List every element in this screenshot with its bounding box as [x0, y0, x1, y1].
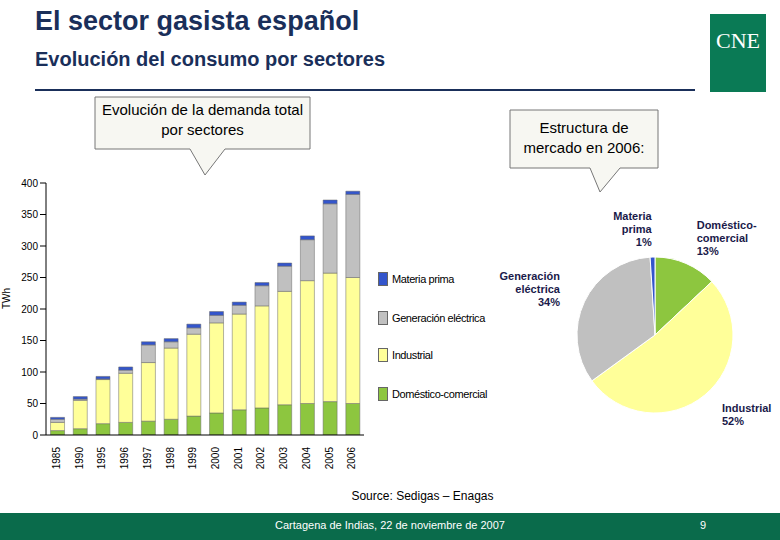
html-text:9: 9 [700, 519, 707, 531]
svg-text:Materiaprima1%: Materiaprima1% [613, 210, 652, 248]
svg-text:2004: 2004 [301, 447, 312, 470]
svg-text:1996: 1996 [119, 447, 130, 470]
svg-text:Doméstico-comercial13%: Doméstico-comercial13% [697, 219, 757, 257]
svg-text:250: 250 [21, 272, 38, 283]
svg-text:150: 150 [21, 335, 38, 346]
svg-text:350: 350 [21, 209, 38, 220]
svg-text:1990: 1990 [74, 447, 85, 470]
svg-text:200: 200 [21, 304, 38, 315]
svg-text:1995: 1995 [96, 447, 107, 470]
html-text:Estructura de mercado en 2006:: Estructura de mercado en 2006: [523, 119, 645, 156]
svg-text:1985: 1985 [51, 447, 62, 470]
svg-text:2006: 2006 [346, 447, 357, 470]
svg-text:100: 100 [21, 367, 38, 378]
html-text:Cartagena de Indias, 22 de nov: Cartagena de Indias, 22 de noviembre de … [275, 519, 505, 531]
html-text:Materia prima: Materia prima [392, 273, 454, 285]
svg-text:1999: 1999 [187, 447, 198, 470]
html-text:CNE: CNE [716, 28, 760, 53]
html-text:Evolución del consumo por sect: Evolución del consumo por sectores [35, 48, 386, 70]
svg-text:Generacióneléctrica34%: Generacióneléctrica34% [499, 270, 560, 308]
html-text:Doméstico-comercial: Doméstico-comercial [392, 388, 488, 400]
svg-text:2002: 2002 [255, 447, 266, 470]
html-text:Source: Sedigas – Enagas: Source: Sedigas – Enagas [351, 489, 494, 503]
svg-text:1997: 1997 [142, 447, 153, 470]
svg-text:1998: 1998 [165, 447, 176, 470]
svg-text:2001: 2001 [233, 447, 244, 470]
svg-text:Industrial52%: Industrial52% [722, 402, 772, 427]
svg-text:400: 400 [21, 178, 38, 189]
html-text:Evolución de la demanda total: Evolución de la demanda total por sector… [102, 101, 303, 138]
svg-text:TWh: TWh [8, 288, 12, 309]
html-text:Industrial: Industrial [392, 349, 433, 361]
svg-text:50: 50 [27, 398, 39, 409]
svg-text:2005: 2005 [324, 447, 335, 470]
html-text:El sector gasista español: El sector gasista español [35, 6, 360, 36]
svg-text:2000: 2000 [210, 447, 221, 470]
svg-text:300: 300 [21, 241, 38, 252]
svg-text:0: 0 [32, 430, 38, 441]
html-text:Generación eléctrica: Generación eléctrica [392, 312, 485, 324]
svg-text:2003: 2003 [278, 447, 289, 470]
